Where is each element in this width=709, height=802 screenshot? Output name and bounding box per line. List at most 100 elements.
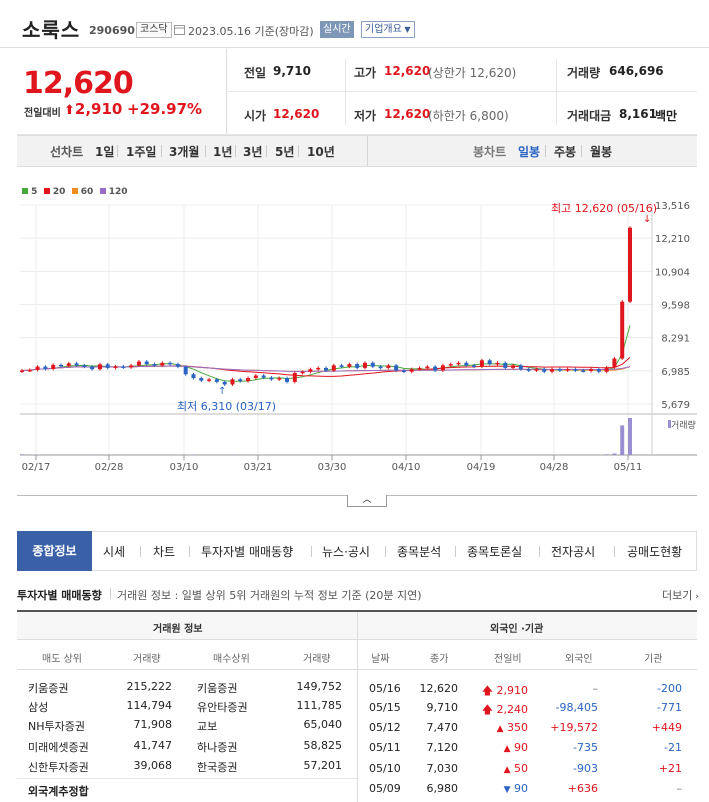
period-1y[interactable]: 1년 (213, 145, 233, 159)
candle-body (534, 369, 539, 371)
arrow-up-icon: ↑ (218, 386, 227, 397)
tab-news[interactable]: 뉴스·공시 (322, 545, 370, 559)
candle-body (300, 371, 305, 374)
max-price-annotation: 최고 12,620 (05/16) (551, 202, 658, 215)
tab-short-selling[interactable]: 공매도현황 (627, 545, 683, 559)
separator (385, 546, 386, 557)
sell-broker[interactable]: 신한투자증권 (28, 761, 89, 774)
up-limit-icon: 🡅 (481, 684, 493, 697)
period-10y[interactable]: 10년 (307, 145, 335, 159)
volume-bar (628, 418, 632, 455)
volume-bar (604, 454, 609, 455)
change-value: 90 (514, 782, 528, 795)
tab-disclosure[interactable]: 전자공시 (551, 545, 596, 559)
legend-ma120: 120 (108, 187, 128, 197)
buy-broker[interactable]: 교보 (197, 720, 218, 733)
change-value: 90 (514, 741, 528, 754)
th-volume: 거래량 (303, 654, 331, 665)
foreign-cell: -735 (573, 741, 598, 754)
corp-info-dropdown[interactable]: 기업개요 ▼ (361, 21, 415, 38)
candle-body (222, 381, 227, 385)
period-1d[interactable]: 1일 (95, 145, 115, 159)
min-price-annotation: 최저 6,310 (03/17) (177, 400, 277, 413)
lower-limit: (하한가 6,800) (428, 109, 509, 123)
buy-broker[interactable]: 키움증권 (197, 682, 238, 695)
y-tick-label: 8,291 (661, 334, 690, 345)
separator (455, 546, 456, 557)
candle-body (261, 375, 266, 378)
tab-investor[interactable]: 투자자별 매매동향 (201, 545, 294, 559)
legend-swatch-60 (71, 188, 78, 194)
separator (205, 145, 206, 157)
candle-weekly[interactable]: 주봉 (554, 145, 577, 159)
change-cell: ▲ 90 (473, 741, 528, 754)
close-cell: 7,470 (426, 721, 459, 734)
up-limit-icon: ⬆ (64, 103, 75, 118)
line-chart-label: 선차트 (50, 145, 84, 159)
candle-body (511, 365, 516, 368)
volume-label: 거래량 (567, 66, 601, 80)
period-3m[interactable]: 3개월 (169, 145, 200, 159)
change-cell: ▼ 90 (473, 782, 528, 795)
sell-broker[interactable]: 삼성 (28, 701, 49, 714)
change-amount: 2,910 (74, 100, 123, 118)
sell-volume: 41,747 (133, 739, 173, 752)
candle-body (550, 369, 555, 372)
x-tick-label: 04/19 (467, 462, 496, 473)
amount-value: 8,161 (619, 107, 657, 121)
buy-broker[interactable]: 유안타증권 (197, 701, 248, 714)
date-cell: 05/11 (369, 741, 401, 754)
down-icon: ▼ (503, 785, 511, 795)
x-tick-label: 03/10 (170, 462, 199, 473)
more-link[interactable]: 더보기 › (662, 587, 699, 603)
sell-broker[interactable]: 미래에셋증권 (28, 741, 89, 754)
x-tick-label: 04/28 (540, 462, 569, 473)
candle-body (97, 364, 102, 370)
candle-body (464, 362, 469, 366)
legend-swatch-120 (99, 188, 106, 194)
stat-divider (228, 91, 697, 92)
close-cell: 7,030 (426, 762, 459, 775)
candle-monthly[interactable]: 월봉 (590, 145, 613, 159)
separator (539, 546, 540, 557)
candle-body (503, 362, 508, 368)
candle-daily[interactable]: 일봉 (518, 145, 541, 159)
amount-unit: 백만 (655, 109, 678, 123)
collapse-chart-button[interactable]: ︿ (347, 495, 387, 507)
tab-summary[interactable]: 종합정보 (17, 531, 92, 571)
tab-chart[interactable]: 차트 (153, 545, 176, 559)
buy-broker[interactable]: 하나증권 (197, 741, 238, 754)
close-cell: 7,120 (426, 741, 459, 754)
separator (545, 145, 546, 157)
tab-discussion[interactable]: 종목토론실 (467, 545, 523, 559)
candle-body (175, 364, 180, 367)
buy-broker[interactable]: 한국증권 (197, 761, 238, 774)
change-value: 350 (507, 721, 528, 734)
candle-body (113, 366, 118, 368)
sell-broker[interactable]: NH투자증권 (28, 720, 85, 733)
tab-bar (17, 531, 697, 571)
candle-body (269, 377, 274, 380)
period-3y[interactable]: 3년 (243, 145, 263, 159)
period-5y[interactable]: 5년 (275, 145, 295, 159)
candle-body (27, 369, 32, 372)
tab-analysis[interactable]: 종목분석 (397, 545, 442, 559)
x-tick-label: 03/30 (318, 462, 347, 473)
foreign-cell: -98,405 (555, 701, 598, 714)
buy-volume: 65,040 (303, 718, 343, 731)
candle-body (277, 378, 282, 380)
price-chart[interactable]: 13,516 12,210 10,904 9,598 8,291 6,985 5,679 02… (0, 195, 709, 495)
tab-quotes[interactable]: 시세 (103, 545, 126, 559)
separator (161, 145, 162, 157)
candle-body (362, 362, 367, 368)
stock-name: 소룩스 (22, 18, 81, 42)
candle-body (347, 364, 352, 367)
period-1w[interactable]: 1주일 (126, 145, 157, 159)
section-desc: 거래원 정보 : 일별 상위 5위 거래원의 누적 정보 기준 (20분 지연) (117, 589, 422, 602)
th-date: 날짜 (371, 654, 390, 665)
realtime-button[interactable]: 실시간 (320, 21, 354, 38)
change-value: 2,910 (496, 684, 529, 697)
candle-body (35, 366, 40, 370)
buy-volume: 57,201 (303, 759, 343, 772)
sell-broker[interactable]: 키움증권 (28, 682, 69, 695)
